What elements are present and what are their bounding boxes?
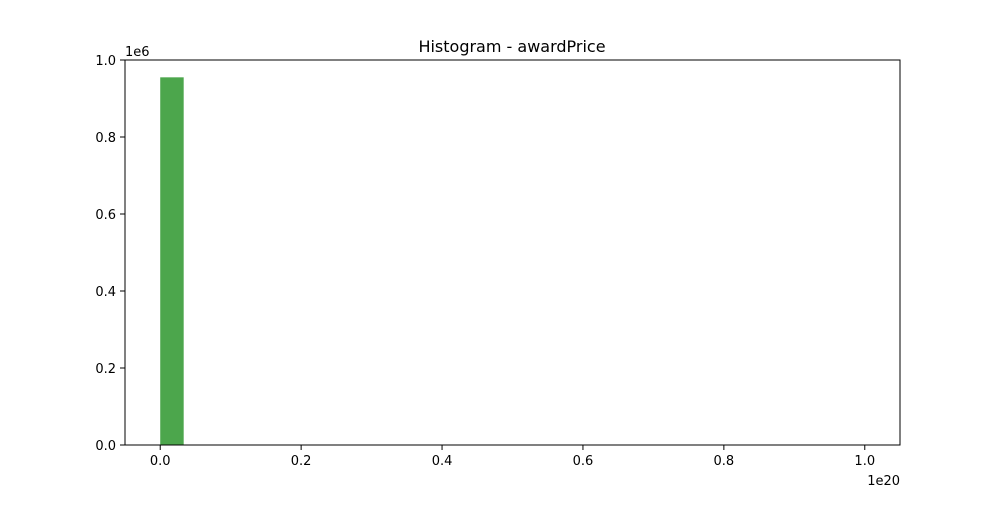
x-axis-offset-label: 1e20: [867, 474, 900, 489]
x-tick-label: 0.6: [573, 454, 594, 469]
x-axis: 0.0 0.2 0.4 0.6 0.8 1.0: [150, 445, 875, 469]
bars-group: [160, 77, 184, 445]
y-tick-label: 1.0: [95, 54, 116, 69]
y-tick-label: 0.6: [95, 208, 116, 223]
y-axis-offset-label: 1e6: [125, 45, 150, 60]
x-tick-label: 0.2: [291, 454, 312, 469]
y-tick-label: 0.8: [95, 131, 116, 146]
x-tick-label: 0.4: [432, 454, 453, 469]
histogram-bar: [160, 77, 184, 445]
chart-title: Histogram - awardPrice: [418, 37, 605, 56]
x-tick-label: 0.0: [150, 454, 171, 469]
x-tick-label: 1.0: [854, 454, 875, 469]
y-tick-label: 0.2: [95, 362, 116, 377]
plot-area: [125, 60, 900, 445]
y-tick-label: 0.4: [95, 285, 116, 300]
x-tick-label: 0.8: [714, 454, 735, 469]
y-axis: 0.0 0.2 0.4 0.6 0.8 1.0: [95, 54, 125, 454]
plot-frame: [124, 59, 901, 446]
y-tick-label: 0.0: [95, 439, 116, 454]
